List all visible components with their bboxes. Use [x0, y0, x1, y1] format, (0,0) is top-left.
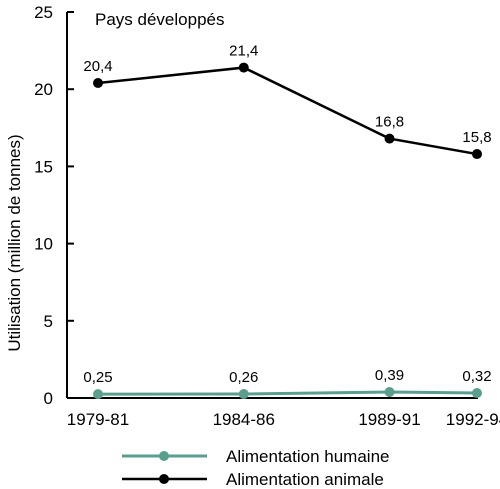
legend-label: Alimentation animale — [226, 470, 384, 489]
series-line — [97, 66, 478, 156]
data-point — [238, 62, 249, 73]
data-label: 21,4 — [229, 43, 258, 60]
y-tick-label: 15 — [34, 157, 53, 176]
y-tick-label: 25 — [34, 3, 53, 22]
legend-marker — [159, 474, 169, 484]
data-label: 16,8 — [375, 114, 404, 131]
data-label: 20,4 — [83, 58, 112, 75]
chart-subtitle: Pays développés — [95, 10, 224, 29]
data-label: 15,8 — [462, 129, 491, 146]
y-tick-label: 10 — [34, 235, 53, 254]
data-point — [238, 388, 249, 399]
data-point — [472, 149, 482, 160]
series-alimentation-animale: 20,4 21,4 16,8 15,8 — [83, 43, 492, 160]
y-tick-label: 0 — [44, 389, 53, 408]
data-point — [384, 386, 395, 397]
y-tick-label: 5 — [44, 312, 53, 331]
x-tick-label: 1984-86 — [213, 410, 275, 429]
y-tick-label: 20 — [34, 80, 53, 99]
legend-item: Alimentation animale — [122, 470, 384, 489]
data-point — [384, 133, 395, 144]
data-label: 0,26 — [229, 369, 258, 386]
x-tick-label: 1979-81 — [67, 410, 129, 429]
series-lines: 0,25 0,26 0,39 0,32 20,4 21,4 16,8 15,8 — [83, 43, 492, 400]
series-alimentation-humaine: 0,25 0,26 0,39 0,32 — [83, 367, 492, 400]
x-tick-label: 1989-91 — [358, 410, 420, 429]
data-point — [472, 388, 482, 399]
data-label: 0,39 — [375, 367, 404, 384]
axes: 0 5 10 15 20 25 1979-81 1984-86 1989-91 1992-94 — [34, 3, 500, 429]
series-line — [97, 390, 478, 396]
legend-item: Alimentation humaine — [122, 447, 389, 466]
data-point — [93, 78, 103, 89]
legend-label: Alimentation humaine — [226, 447, 389, 466]
data-point — [93, 389, 103, 400]
data-label: 0,32 — [462, 368, 491, 385]
y-axis-label: Utilisation (million de tonnes) — [5, 134, 24, 351]
data-label: 0,25 — [83, 369, 112, 386]
x-tick-label: 1992-94 — [446, 410, 500, 429]
legend-marker — [159, 451, 169, 461]
legend: Alimentation humaine Alimentation animale — [122, 447, 389, 489]
